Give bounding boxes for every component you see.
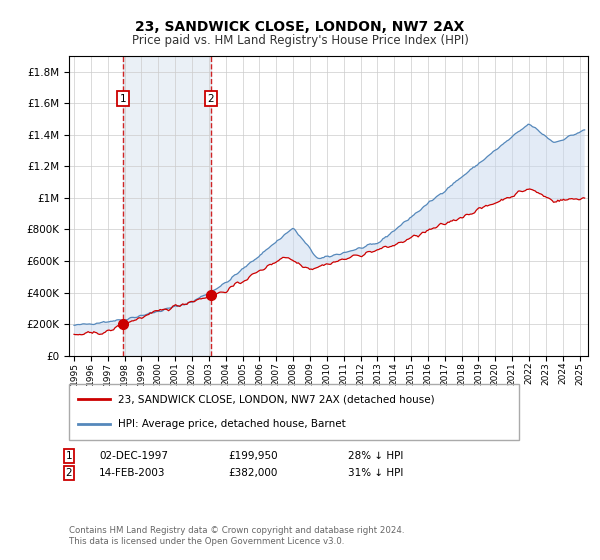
Text: 2: 2 (65, 468, 73, 478)
Text: 02-DEC-1997: 02-DEC-1997 (99, 451, 168, 461)
Text: 28% ↓ HPI: 28% ↓ HPI (348, 451, 403, 461)
Text: £199,950: £199,950 (228, 451, 278, 461)
Text: 1: 1 (120, 94, 127, 104)
Bar (123, 56, 211, 356)
Text: 23, SANDWICK CLOSE, LONDON, NW7 2AX (detached house): 23, SANDWICK CLOSE, LONDON, NW7 2AX (det… (119, 394, 435, 404)
Text: Contains HM Land Registry data © Crown copyright and database right 2024.
This d: Contains HM Land Registry data © Crown c… (69, 526, 404, 546)
Text: 1: 1 (65, 451, 73, 461)
Text: £382,000: £382,000 (228, 468, 277, 478)
Text: 2: 2 (208, 94, 214, 104)
Text: 23, SANDWICK CLOSE, LONDON, NW7 2AX: 23, SANDWICK CLOSE, LONDON, NW7 2AX (136, 20, 464, 34)
Text: Price paid vs. HM Land Registry's House Price Index (HPI): Price paid vs. HM Land Registry's House … (131, 34, 469, 46)
Text: HPI: Average price, detached house, Barnet: HPI: Average price, detached house, Barn… (119, 419, 346, 429)
Text: 14-FEB-2003: 14-FEB-2003 (99, 468, 166, 478)
Text: 31% ↓ HPI: 31% ↓ HPI (348, 468, 403, 478)
